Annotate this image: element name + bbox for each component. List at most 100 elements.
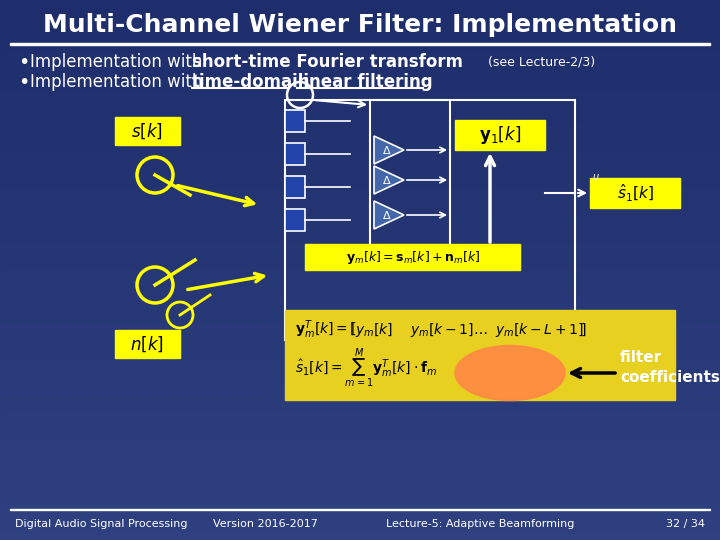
Polygon shape (374, 201, 404, 229)
Bar (0, 225, 720, 234)
Bar (0, 198, 720, 207)
Text: :: : (423, 73, 428, 91)
Bar (0, 9, 720, 18)
Text: time-domain: time-domain (192, 73, 310, 91)
Bar (0, 54, 720, 63)
Bar (0, 45, 720, 54)
Bar (0, 234, 720, 243)
Bar (0, 279, 720, 288)
Text: $\Delta$: $\Delta$ (382, 144, 392, 156)
Text: coefficients: coefficients (620, 369, 720, 384)
Bar (0, 342, 720, 351)
Text: $\mathbf{y}_m[k]=\mathbf{s}_m[k]+\mathbf{n}_m[k]$: $\mathbf{y}_m[k]=\mathbf{s}_m[k]+\mathbf… (346, 248, 480, 266)
Polygon shape (374, 136, 404, 164)
Bar (0, 63, 720, 72)
Text: $\Delta$: $\Delta$ (382, 209, 392, 221)
Text: Lecture-5: Adaptive Beamforming: Lecture-5: Adaptive Beamforming (386, 519, 574, 529)
Bar (0, 522, 720, 531)
Bar (0, 126, 720, 135)
Bar (0, 216, 720, 225)
Bar (0, 531, 720, 540)
Bar (0, 162, 720, 171)
Bar (0, 144, 720, 153)
Text: filter: filter (620, 349, 662, 364)
Bar (0, 270, 720, 279)
Bar (0, 477, 720, 486)
Bar (0, 0, 720, 9)
Text: $\mathbf{y}_m^T[k]=[\!\![$: $\mathbf{y}_m^T[k]=[\!\![$ (295, 319, 357, 341)
Text: $\ldots$: $\ldots$ (473, 323, 487, 337)
Bar (285, 100, 575, 340)
Bar (0, 468, 720, 477)
Text: $s[k]$: $s[k]$ (131, 122, 163, 141)
Bar (115, 117, 180, 145)
Bar (0, 27, 720, 36)
Text: $]\!\!]$: $]\!\!]$ (580, 322, 588, 338)
Bar (455, 120, 545, 150)
Text: •: • (18, 72, 30, 91)
Bar (285, 110, 305, 132)
Bar (0, 315, 720, 324)
Bar (305, 244, 520, 270)
Text: $n[k]$: $n[k]$ (130, 334, 164, 354)
Bar (0, 387, 720, 396)
Bar (0, 180, 720, 189)
Bar (0, 414, 720, 423)
Bar (10, 509, 710, 510)
Bar (0, 495, 720, 504)
Bar (0, 450, 720, 459)
Text: (see Lecture-2/3): (see Lecture-2/3) (488, 56, 595, 69)
Bar (0, 243, 720, 252)
Bar (285, 209, 305, 231)
Bar (0, 423, 720, 432)
Bar (370, 100, 450, 245)
Text: $\mathbf{y}_1[k]$: $\mathbf{y}_1[k]$ (479, 124, 521, 146)
Bar (0, 369, 720, 378)
Bar (0, 288, 720, 297)
Bar (0, 108, 720, 117)
Bar (0, 297, 720, 306)
Bar (0, 504, 720, 513)
Text: $y_m[k-1]$: $y_m[k-1]$ (410, 321, 474, 339)
Bar (0, 171, 720, 180)
Bar (285, 176, 305, 198)
Bar (0, 189, 720, 198)
Bar (0, 153, 720, 162)
Bar (0, 90, 720, 99)
Text: Version 2016-2017: Version 2016-2017 (212, 519, 318, 529)
Text: •: • (18, 52, 30, 71)
Bar (0, 396, 720, 405)
Bar (10, 43, 710, 45)
Bar (285, 143, 305, 165)
Bar (0, 513, 720, 522)
Bar (0, 459, 720, 468)
Text: $y_m[k-L+1]$: $y_m[k-L+1]$ (495, 321, 584, 339)
Bar (115, 330, 180, 358)
Bar (0, 261, 720, 270)
Bar (0, 117, 720, 126)
Text: Implementation with: Implementation with (30, 53, 207, 71)
Text: short-time Fourier transform: short-time Fourier transform (192, 53, 463, 71)
Bar (0, 18, 720, 27)
Bar (0, 324, 720, 333)
Bar (0, 36, 720, 45)
Text: Multi-Channel Wiener Filter: Implementation: Multi-Channel Wiener Filter: Implementat… (43, 13, 677, 37)
Bar (590, 178, 680, 208)
Bar (0, 486, 720, 495)
Bar (0, 351, 720, 360)
Bar (0, 432, 720, 441)
Bar (0, 441, 720, 450)
Text: $\hat{s}_1[k]=\sum_{m=1}^{M}\mathbf{y}_m^T[k]\cdot\mathbf{f}_m$: $\hat{s}_1[k]=\sum_{m=1}^{M}\mathbf{y}_m… (295, 346, 437, 389)
Bar (0, 306, 720, 315)
Text: Digital Audio Signal Processing: Digital Audio Signal Processing (15, 519, 187, 529)
Text: linear filtering: linear filtering (292, 73, 433, 91)
Text: $y_m[k]$: $y_m[k]$ (355, 321, 393, 339)
Bar (0, 405, 720, 414)
Bar (0, 207, 720, 216)
Bar (0, 81, 720, 90)
Text: Implementation with: Implementation with (30, 73, 207, 91)
Text: $\Delta$: $\Delta$ (382, 174, 392, 186)
Bar (0, 252, 720, 261)
Bar (285, 310, 675, 400)
Text: $\hat{s}_1[k]$: $\hat{s}_1[k]$ (616, 183, 654, 204)
